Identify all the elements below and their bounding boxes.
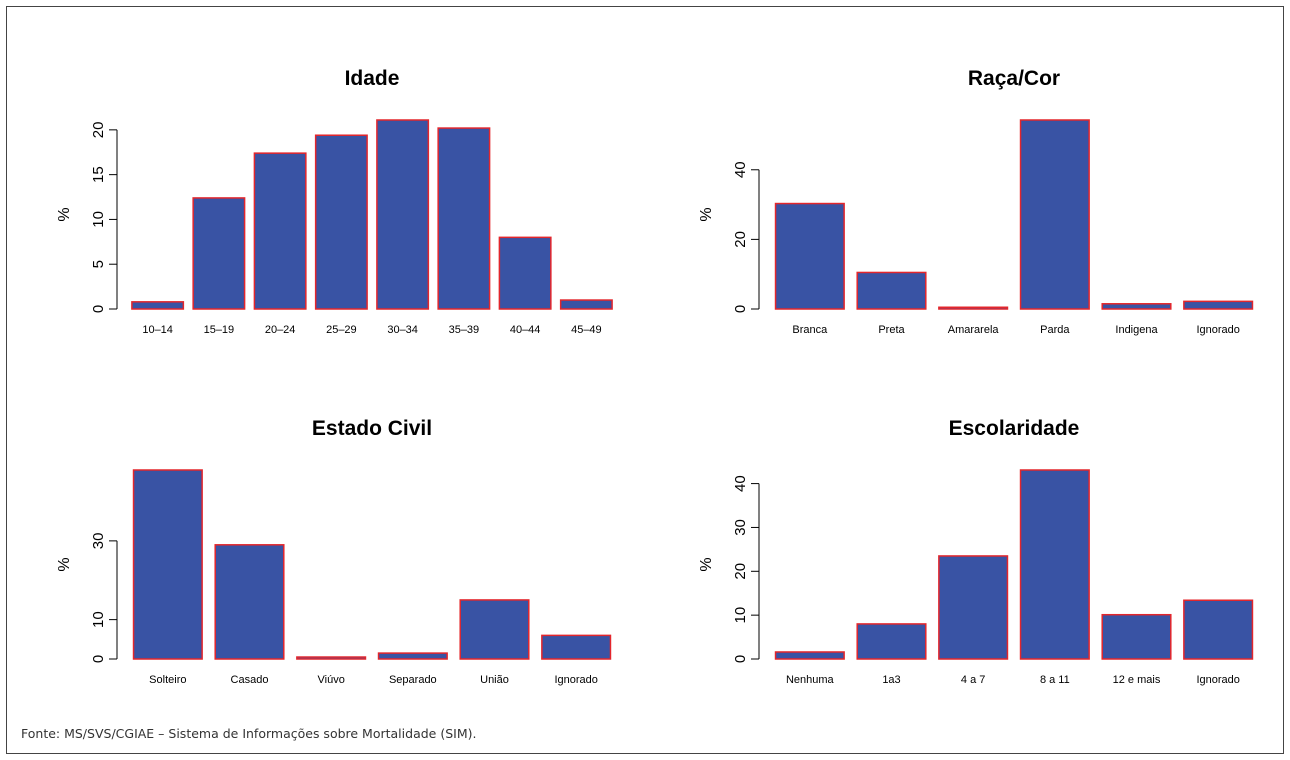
figure-frame: Idade% 10–14 15–19 20–24 25–29 30–34 35–39 40–4… [6,6,1284,754]
bar-Casado [214,544,285,660]
y-tick-label: 15 [90,166,107,183]
x-tick-label: 1a3 [882,674,900,686]
x-tick-label: Preta [878,324,905,336]
x-tick-label: 30–34 [387,324,418,336]
x-tick-label: Solteiro [149,674,186,686]
chart-svg: Raça/Cor% Branca Preta Amararela Parda Indige… [698,67,1254,336]
x-tick-label: 4 a 7 [961,674,985,686]
y-axis-label: % [56,557,73,571]
bar-Solteiro [132,469,203,660]
y-tick-label: 10 [90,611,107,628]
y-tick-label: 30 [90,533,107,550]
y-tick-label: 20 [732,563,749,580]
chart-title: Raça/Cor [968,67,1060,90]
chart-panel-raca-cor: Raça/Cor% Branca Preta Amararela Parda Indige… [679,55,1269,355]
x-tick-label: 45–49 [571,324,602,336]
bar-15–19 [192,197,246,310]
x-tick-label: 25–29 [326,324,357,336]
y-tick-label: 20 [732,231,749,248]
x-tick-label: Nenhuma [786,674,835,686]
chart-panel-idade: Idade% 10–14 15–19 20–24 25–29 30–34 35–39 40–4… [37,55,627,355]
x-tick-label: União [480,674,509,686]
bar-8 a 11 [1019,469,1090,660]
y-tick-label: 30 [732,519,749,536]
y-axis-label: % [698,207,715,221]
x-tick-label: Casado [231,674,269,686]
bar-Viúvo [296,656,367,660]
chart-panel-escolaridade: Escolaridade% Nenhuma 1a3 4 a 7 8 a 11 12 e m… [679,405,1269,705]
x-tick-label: Parda [1040,324,1070,336]
x-tick-label: Branca [792,324,828,336]
y-tick-label: 0 [90,305,107,313]
y-axis-label: % [56,207,73,221]
bar-45–49 [559,299,613,310]
chart-svg: Idade% 10–14 15–19 20–24 25–29 30–34 35–39 40–4… [56,67,613,336]
chart-title: Idade [345,67,400,90]
y-tick-label: 0 [732,655,749,663]
y-tick-label: 10 [90,211,107,228]
x-tick-label: Separado [389,674,437,686]
bar-Ignorado [1183,300,1254,310]
x-tick-label: Ignorado [1196,324,1239,336]
bar-Ignorado [1183,599,1254,660]
bar-4 a 7 [938,555,1009,660]
bar-Separado [377,652,448,660]
bar-40–44 [498,236,552,310]
x-tick-label: Ignorado [1196,674,1239,686]
y-tick-label: 40 [732,161,749,178]
x-tick-label: 15–19 [204,324,235,336]
bar-10–14 [131,301,185,310]
bar-Parda [1019,119,1090,310]
y-tick-label: 10 [732,607,749,624]
x-tick-label: 35–39 [449,324,480,336]
y-tick-label: 5 [90,260,107,268]
x-tick-label: Indigena [1115,324,1158,336]
bar-25–29 [314,134,368,310]
chart-panel-estado-civil: Estado Civil% Solteiro Casado Viúvo Separado… [37,405,627,705]
bar-20–24 [253,152,307,310]
bar-União [459,599,530,660]
bar-Ignorado [541,634,612,660]
y-axis-label: % [698,557,715,571]
x-tick-label: 40–44 [510,324,541,336]
y-tick-label: 0 [90,655,107,663]
x-tick-label: 20–24 [265,324,296,336]
x-tick-label: Viúvo [318,674,345,686]
chart-title: Estado Civil [312,417,432,440]
y-tick-label: 20 [90,122,107,139]
bar-Branca [774,202,845,310]
bar-1a3 [856,623,927,660]
bar-Indigena [1101,303,1172,310]
chart-svg: Escolaridade% Nenhuma 1a3 4 a 7 8 a 11 12 e m… [698,417,1254,686]
x-tick-label: 10–14 [142,324,173,336]
x-tick-label: 12 e mais [1113,674,1161,686]
bar-Amararela [938,306,1009,310]
source-note: Fonte: MS/SVS/CGIAE – Sistema de Informa… [21,726,477,741]
chart-title: Escolaridade [949,417,1080,440]
y-tick-label: 0 [732,305,749,313]
x-tick-label: 8 a 11 [1040,674,1070,686]
bar-Nenhuma [774,651,845,660]
bar-30–34 [376,119,430,310]
chart-svg: Estado Civil% Solteiro Casado Viúvo Separado… [56,417,612,686]
x-tick-label: Ignorado [554,674,597,686]
bar-35–39 [437,127,491,310]
bar-12 e mais [1101,613,1172,660]
y-tick-label: 40 [732,475,749,492]
x-tick-label: Amararela [948,324,1000,336]
bar-Preta [856,271,927,310]
